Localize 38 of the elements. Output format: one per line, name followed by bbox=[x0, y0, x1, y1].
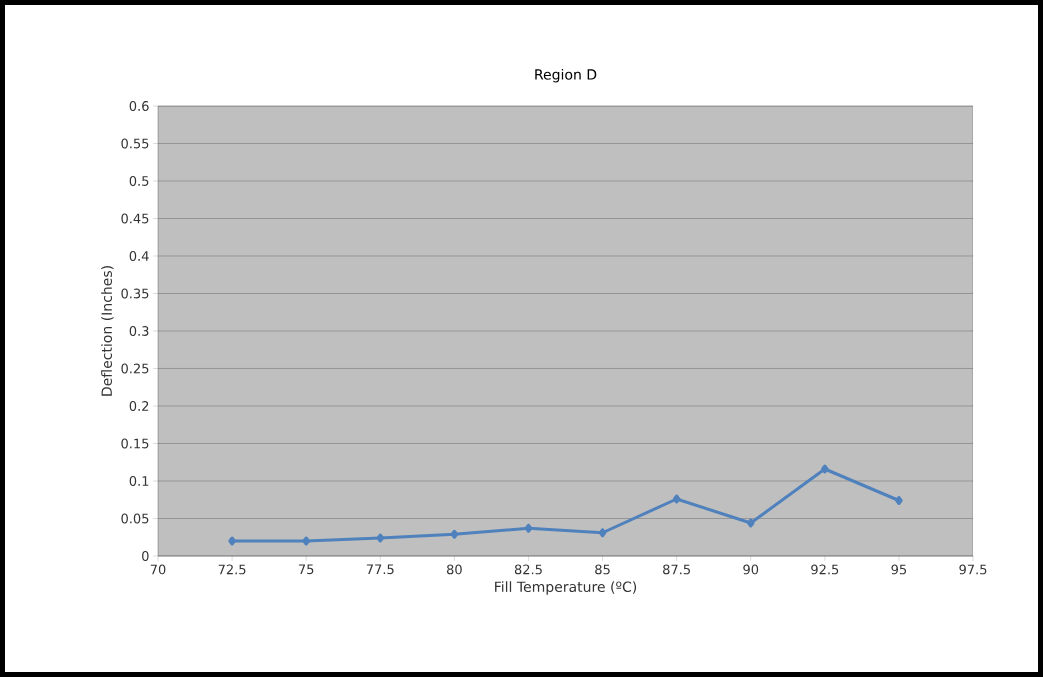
y-axis-title: Deflection (Inches) bbox=[101, 266, 114, 396]
x-tick-label: 82.5 bbox=[514, 564, 542, 575]
point bbox=[598, 528, 607, 538]
y-tick-label: 0.45 bbox=[121, 213, 149, 224]
x-tick-label: 72.5 bbox=[218, 564, 246, 575]
y-tick-label: 0.55 bbox=[121, 138, 149, 149]
point bbox=[450, 529, 459, 539]
point bbox=[376, 533, 385, 543]
y-tick-label: 0.1 bbox=[129, 476, 149, 486]
y-tick-label: 0.6 bbox=[129, 101, 149, 111]
point bbox=[746, 518, 755, 528]
x-tick-label: 92.5 bbox=[811, 564, 839, 575]
y-tick-label: 0 bbox=[142, 551, 149, 561]
x-tick-label: 87.5 bbox=[663, 564, 690, 575]
x-tick-label: 77.5 bbox=[366, 564, 394, 575]
x-axis-title: Fill Temperature (ºC) bbox=[495, 581, 637, 595]
y-tick-label: 0.2 bbox=[129, 401, 149, 411]
x-tick-label: 70 bbox=[150, 564, 166, 575]
y-tick-label: 0.25 bbox=[121, 363, 149, 374]
y-tick-label: 0.05 bbox=[121, 513, 149, 524]
y-tick-label: 0.5 bbox=[129, 176, 149, 186]
y-tick-label: 0.3 bbox=[129, 326, 149, 336]
point bbox=[821, 464, 829, 474]
point bbox=[672, 494, 681, 504]
y-tick-label: 0.35 bbox=[121, 288, 149, 299]
point bbox=[228, 536, 236, 546]
x-tick-label: 75 bbox=[298, 564, 314, 575]
point bbox=[895, 496, 903, 505]
x-tick-label: 97.5 bbox=[959, 564, 987, 575]
y-tick-label: 0.4 bbox=[129, 251, 149, 261]
point bbox=[302, 536, 310, 546]
chart-title: Region D bbox=[535, 68, 597, 83]
point bbox=[524, 523, 533, 533]
x-tick-label: 95 bbox=[891, 564, 907, 575]
y-tick-label: 0.15 bbox=[121, 438, 149, 449]
x-tick-label: 90 bbox=[743, 564, 759, 575]
x-tick-label: 80 bbox=[446, 564, 462, 575]
x-tick-label: 85 bbox=[595, 564, 610, 575]
